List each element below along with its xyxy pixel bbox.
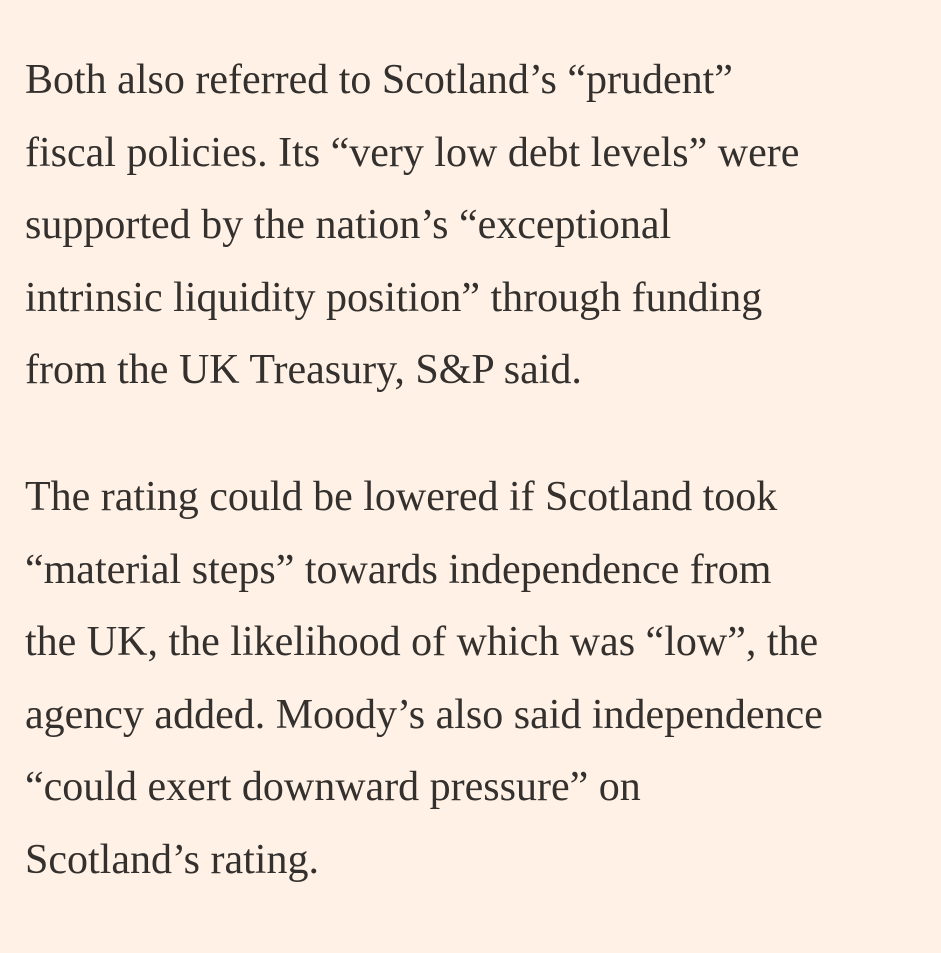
paragraph: The rating could be lowered if Scotland … [25,461,823,897]
text-line: intrinsic liquidity position” through fu… [25,274,763,321]
text-line: from the UK Treasury, S&P said. [25,347,582,394]
text-line: agency added. Moody’s also said independ… [25,691,823,738]
text-line: supported by the nation’s “exceptional [25,202,672,249]
text-line: “material steps” towards independence fr… [25,546,772,593]
text-line: Both also referred to Scotland’s “pruden… [25,57,733,103]
text-line: The rating could be lowered if Scotland … [25,474,778,520]
paragraph: Both also referred to Scotland’s “pruden… [25,44,799,407]
text-line: the UK, the likelihood of which was “low… [25,619,819,666]
text-line: “could exert downward pressure” on [25,764,641,811]
text-line: Scotland’s rating. [25,836,319,883]
text-line: fiscal policies. Its “very low debt leve… [25,129,800,176]
